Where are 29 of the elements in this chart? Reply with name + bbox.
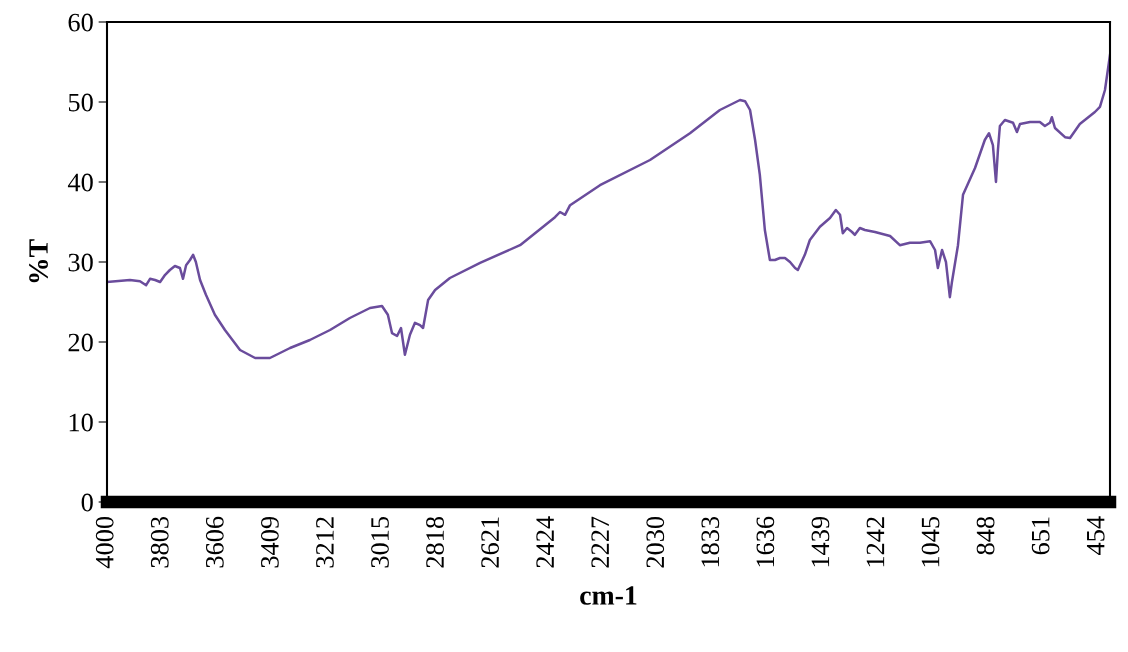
x-tick-label: 1439	[811, 516, 830, 567]
x-tick-label: 2030	[646, 516, 665, 568]
x-tick-label: 2227	[591, 516, 609, 568]
y-tick-label: 40	[67, 173, 93, 192]
x-tick-label: 2818	[426, 516, 444, 568]
y-tick-label: 10	[69, 413, 93, 432]
x-tick-label: 3803	[150, 516, 169, 568]
x-tick-label: 3015	[371, 516, 389, 568]
x-tick-label: 3606	[205, 516, 224, 568]
x-tick-label: 2424	[536, 516, 554, 568]
x-tick-label: 2621	[481, 517, 499, 568]
y-tick-label: 30	[68, 253, 93, 272]
x-tick-label: 1833	[701, 516, 720, 567]
line-series	[107, 53, 1110, 360]
x-tick-label: 4000	[95, 516, 114, 569]
x-tick-label: 1045	[921, 516, 940, 567]
y-tick-label: 60	[68, 13, 93, 32]
x-tick-label: 1242	[866, 517, 885, 567]
x-tick-label: 3409	[260, 516, 279, 568]
x-tick-label: 651	[1031, 517, 1050, 555]
x-tick-label: 3212	[316, 517, 334, 568]
x-tick-label: 454	[1086, 516, 1105, 555]
x-tick-label: 1636	[756, 516, 775, 567]
y-tick-label: 20	[68, 333, 93, 352]
x-axis-title: cm-1	[580, 586, 637, 605]
y-tick-label: 0	[81, 493, 93, 512]
y-tick-label: 50	[68, 93, 93, 112]
x-tick-label: 848	[976, 516, 995, 555]
y-axis-title: %T	[29, 239, 48, 283]
